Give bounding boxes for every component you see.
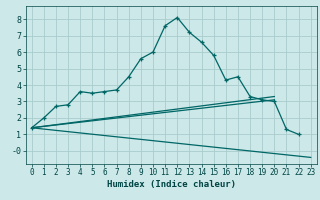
X-axis label: Humidex (Indice chaleur): Humidex (Indice chaleur) bbox=[107, 180, 236, 189]
